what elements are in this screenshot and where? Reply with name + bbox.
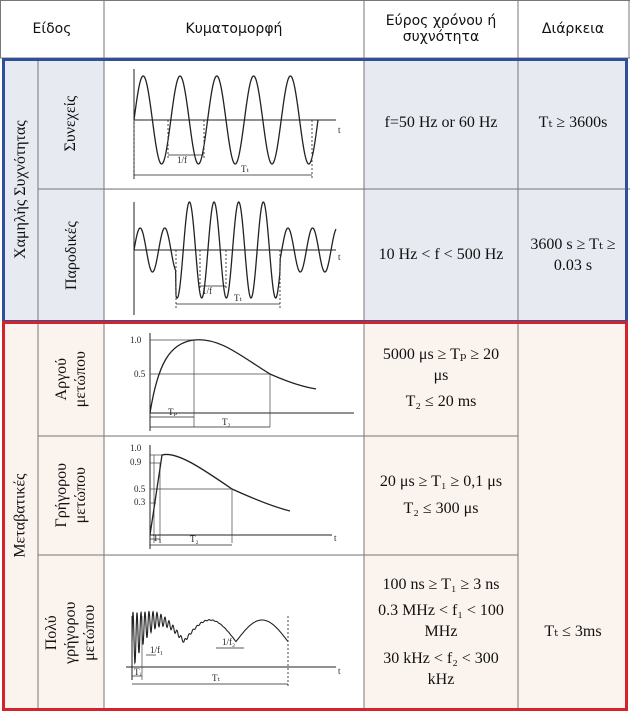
- wave-label-period: 1/f: [177, 155, 187, 165]
- row-label-very-fast-front: Πολύ γρήγορου μετώπου: [38, 555, 104, 710]
- sine-curve: [133, 75, 319, 165]
- waveform-slow-front: 1.0 0.5 Tₚ T₂: [130, 333, 354, 431]
- row-label-slow-front: Αργού μετώπου: [38, 322, 104, 436]
- range-fast-front-t2: T₂ ≤ 300 μs: [403, 499, 479, 517]
- wave-label-t2: T₂: [222, 417, 231, 427]
- header-duration: Διάρκεια: [518, 0, 628, 58]
- wave-label-t: t: [338, 125, 341, 135]
- waveform-temporary-sine: t 1/f Tₜ: [133, 201, 341, 315]
- sine-curve: [133, 201, 337, 299]
- row-label-fast-front: Γρήγορου μετώπου: [38, 436, 104, 555]
- header-range: Εύρος χρόνου ή συχνότητα: [364, 0, 518, 58]
- range-fast-front-t1: 20 μs ≥ T₁ ≥ 0,1 μs: [379, 472, 503, 490]
- group-label-low-frequency: Χαμηλής Συχνότητας: [2, 58, 38, 322]
- impulse-curve: [149, 453, 291, 536]
- range-very-fast-f1: 0.3 MHz < f₁ < 100 MHz: [378, 602, 504, 641]
- group-transient-text: Μεταβατικές: [11, 473, 29, 559]
- wave-label-1-0: 1.0: [130, 335, 142, 345]
- wave-label-t: t: [338, 252, 341, 262]
- row-label-temporary: Παροδικές: [38, 189, 104, 322]
- duration-continuous: Tₜ ≥ 3600s: [538, 114, 608, 132]
- wave-label-0-3: 0.3: [134, 497, 146, 507]
- waveform-very-fast-front: 1/f₁ 1/f₂ Tᵢ Tₜ t: [126, 610, 341, 688]
- group-low-frequency-text: Χαμηλής Συχνότητας: [11, 120, 29, 260]
- row-very-fast-front-text: Πολύ γρήγορου μετώπου: [43, 601, 99, 664]
- wave-label-tt: Tₜ: [212, 673, 220, 683]
- wave-label-period: 1/f: [202, 286, 212, 296]
- range-slow-front-tp: 5000 μs ≥ Tₚ ≥ 20 μs: [382, 345, 500, 384]
- waveform-panel-continuous: [104, 59, 364, 189]
- range-temporary: 10 Hz < f < 500 Hz: [378, 246, 504, 264]
- wave-label-tp: Tₚ: [168, 407, 177, 417]
- wave-label-0-5: 0.5: [134, 369, 146, 379]
- wave-label-tt: Tₜ: [241, 164, 249, 174]
- wave-label-t: t: [334, 533, 337, 543]
- wave-label-tt: Tₜ: [234, 293, 242, 303]
- header-waveform: Κυματομορφή: [104, 0, 364, 58]
- wave-label-0-5: 0.5: [134, 484, 146, 494]
- row-label-continuous: Συνεχείς: [38, 58, 104, 189]
- wave-label-f2: 1/f₂: [222, 637, 235, 647]
- wave-label-t: t: [338, 666, 341, 676]
- header-type: Είδος: [0, 0, 104, 58]
- wave-label-ti: Tᵢ: [134, 667, 141, 677]
- wave-label-0-9: 0.9: [130, 457, 142, 467]
- range-slow-front-t2: T₂ ≤ 20 ms: [405, 393, 477, 411]
- duration-very-fast-front: Tₜ ≤ 3ms: [544, 623, 602, 641]
- wave-label-t2: T₂: [190, 534, 199, 544]
- oscillation-curve: [131, 610, 289, 665]
- group-label-transient: Μεταβατικές: [2, 322, 38, 710]
- range-fast-front: 20 μs ≥ T₁ ≥ 0,1 μs T₂ ≤ 300 μs: [364, 436, 518, 555]
- range-very-fast-front: 100 ns ≥ T₁ ≥ 3 ns 0.3 MHz < f₁ < 100 MH…: [364, 555, 518, 710]
- row-fast-front-text: Γρήγορου μετώπου: [52, 463, 89, 528]
- wave-label-1-0: 1.0: [130, 443, 142, 453]
- duration-slow-fast: [518, 322, 628, 555]
- duration-temporary: 3600 s ≥ Tₜ ≥ 0.03 s: [530, 235, 616, 274]
- waveform-panel-slow: [104, 323, 364, 436]
- range-very-fast-t1: 100 ns ≥ T₁ ≥ 3 ns: [382, 575, 500, 593]
- wave-label-f1: 1/f₁: [150, 645, 163, 655]
- waveform-fast-front: 1.0 0.9 0.5 0.3 T₁ T₂ t: [130, 443, 337, 549]
- row-continuous-text: Συνεχείς: [62, 95, 80, 152]
- range-very-fast-f2: 30 kHz < f₂ < 300 kHz: [383, 649, 499, 688]
- row-slow-front-text: Αργού μετώπου: [52, 350, 89, 408]
- range-continuous: f=50 Hz or 60 Hz: [384, 114, 498, 132]
- waveform-continuous-sine: t 1/f Tₜ: [133, 69, 341, 179]
- impulse-curve: [149, 339, 317, 414]
- range-slow-front: 5000 μs ≥ Tₚ ≥ 20 μs T₂ ≤ 20 ms: [364, 322, 518, 436]
- wave-label-t1: T₁: [153, 533, 162, 543]
- row-temporary-text: Παροδικές: [62, 221, 80, 290]
